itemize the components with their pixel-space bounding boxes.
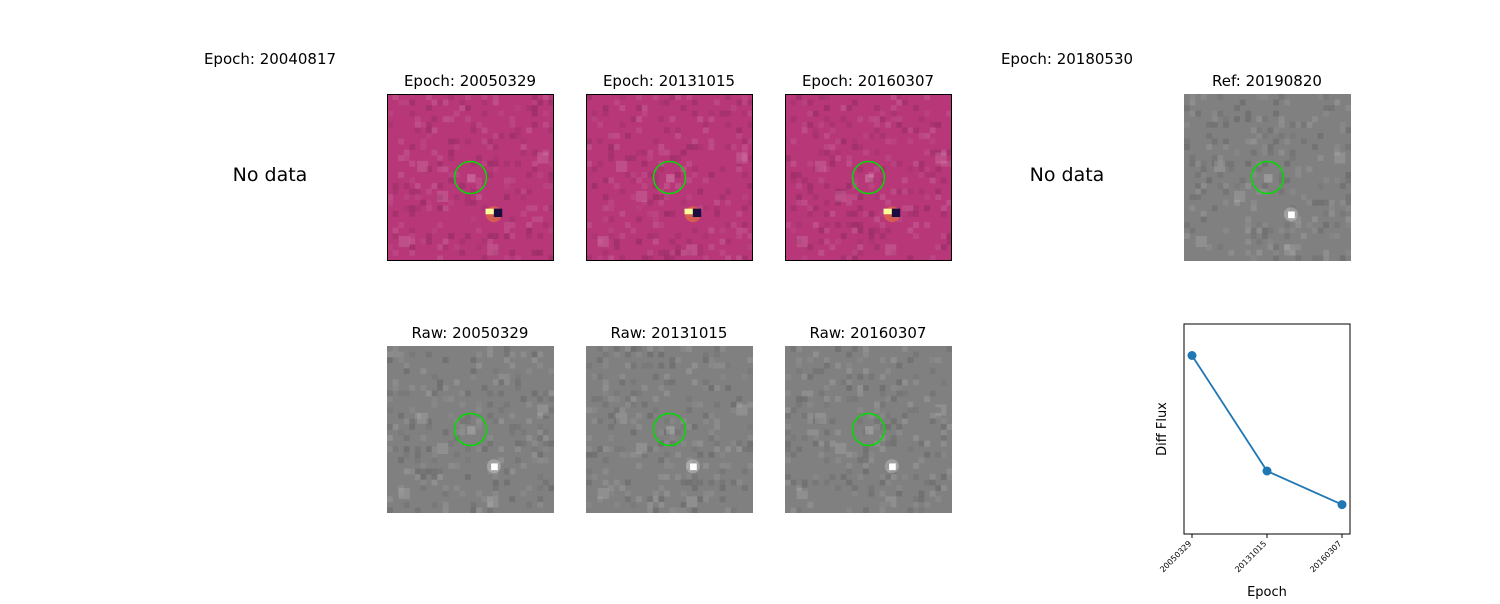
x-axis-label: Epoch (1247, 585, 1287, 600)
diff-image-20131015 (586, 94, 753, 261)
raw-20131015-title: Raw: 20131015 (610, 324, 728, 342)
epoch-20040817-title: Epoch: 20040817 (203, 50, 337, 68)
y-axis-label: Diff Flux (1155, 402, 1170, 456)
data-point (1337, 500, 1347, 510)
no-data-label-2: No data (1029, 164, 1105, 186)
data-point (1262, 466, 1272, 476)
epoch-20160307-title: Epoch: 20160307 (801, 72, 935, 90)
diff-flux-chart: 20050329 20131015 20160307 Epoch Diff Flux (1140, 310, 1380, 600)
ref-20190820-title: Ref: 20190820 (1212, 72, 1322, 90)
series-line (1191, 355, 1343, 506)
no-data-label-1: No data (232, 164, 308, 186)
diff-flux-chart-svg: 20050329 20131015 20160307 Epoch Diff Flux (1155, 323, 1351, 600)
x-tick-label: 20160307 (1308, 539, 1343, 574)
raw-image-20160307 (785, 346, 952, 513)
epoch-20050329-title: Epoch: 20050329 (403, 72, 537, 90)
diff-image-20160307 (785, 94, 952, 261)
epoch-20131015-title: Epoch: 20131015 (602, 72, 736, 90)
plot-frame (1183, 323, 1351, 535)
data-point (1187, 351, 1197, 360)
raw-20050329-title: Raw: 20050329 (411, 324, 529, 342)
raw-image-20131015 (586, 346, 753, 513)
ref-image-20190820 (1184, 94, 1351, 261)
x-tick-label: 20131015 (1233, 539, 1268, 574)
raw-20160307-title: Raw: 20160307 (809, 324, 927, 342)
raw-image-20050329 (387, 346, 554, 513)
epoch-20180530-title: Epoch: 20180530 (1000, 50, 1134, 68)
x-tick-label: 20050329 (1158, 539, 1193, 574)
diff-image-20050329 (387, 94, 554, 261)
